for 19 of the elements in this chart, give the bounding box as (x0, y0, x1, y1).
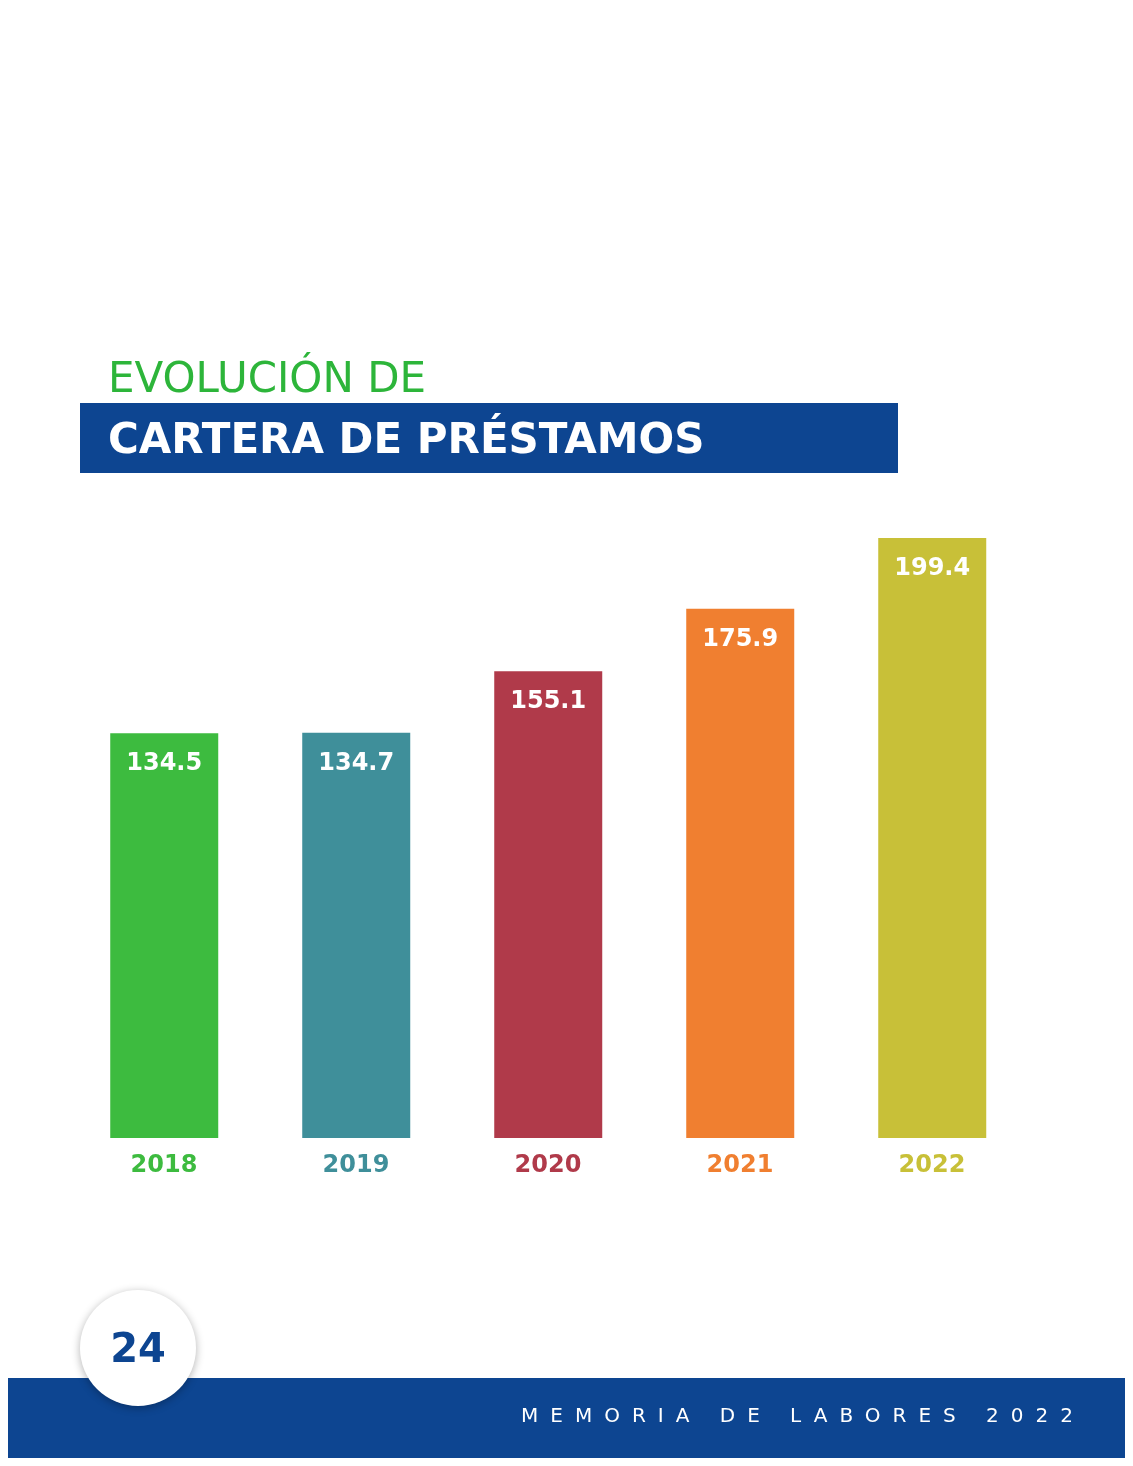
x-tick-label: 2022 (898, 1150, 966, 1178)
text: 24 (80, 1290, 196, 1406)
bar (494, 671, 603, 1138)
chart-subtitle: CARTERA DE PRÉSTAMOS (108, 413, 705, 463)
x-tick-label: 2019 (322, 1150, 390, 1178)
data-label: 134.5 (126, 748, 203, 777)
x-tick-label: 2020 (514, 1150, 582, 1178)
bar (110, 733, 219, 1138)
chart-title: EVOLUCIÓN DE (108, 353, 427, 402)
text: MEMORIA DE LABORES 2022 (521, 1403, 1085, 1427)
bar (686, 608, 795, 1138)
bar (302, 732, 411, 1138)
data-label: 155.1 (510, 686, 587, 715)
x-tick-label: 2021 (706, 1150, 774, 1178)
bar (878, 538, 987, 1138)
data-label: 134.7 (318, 747, 395, 776)
data-label: 199.4 (894, 553, 971, 582)
data-label: 175.9 (702, 623, 779, 652)
x-tick-label: 2018 (130, 1150, 198, 1178)
